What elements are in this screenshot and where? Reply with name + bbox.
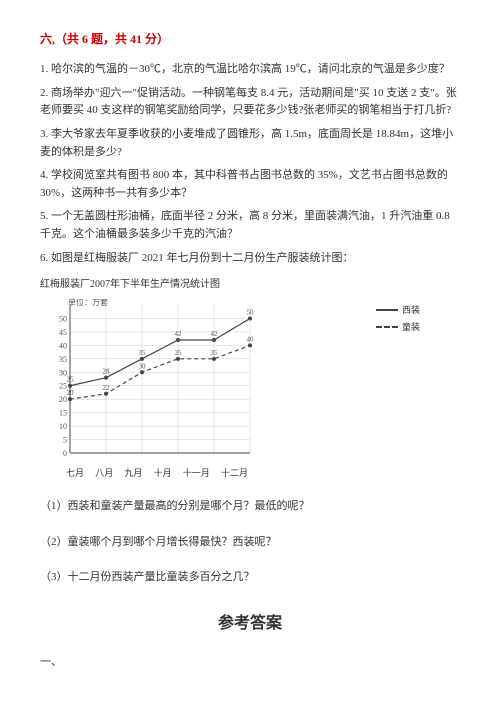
x-tick: 十二月: [221, 466, 248, 480]
svg-text:5: 5: [63, 436, 67, 445]
svg-text:15: 15: [59, 409, 67, 418]
legend-row-suit: 西装: [376, 303, 420, 317]
svg-text:28: 28: [103, 368, 111, 376]
svg-text:30: 30: [139, 362, 147, 370]
legend-line-dashed: [376, 326, 398, 328]
question-6-sub3: （3）十二月份西装产量比童装多百分之几？: [40, 569, 460, 587]
chart-container: 西装 童装 05101520253035404550单位：万套252835424…: [40, 299, 460, 480]
question-6-sub2: （2）童装哪个月到哪个月增长得最快？西装呢？: [40, 534, 460, 552]
x-tick: 七月: [66, 466, 84, 480]
svg-text:35: 35: [59, 355, 67, 364]
question-6-sub1: （1）西装和童装产量最高的分别是哪个月？最低的呢？: [40, 498, 460, 516]
section-title: 六,（共 6 题，共 41 分）: [40, 30, 460, 49]
svg-text:22: 22: [103, 384, 111, 392]
svg-text:0: 0: [63, 449, 67, 458]
svg-text:40: 40: [59, 341, 67, 350]
x-tick: 十月: [154, 466, 172, 480]
svg-text:35: 35: [211, 349, 219, 357]
x-tick: 十一月: [183, 466, 210, 480]
svg-text:45: 45: [59, 328, 67, 337]
x-tick: 八月: [95, 466, 113, 480]
legend-label-suit: 西装: [402, 303, 420, 317]
svg-text:单位：万套: 单位：万套: [68, 299, 108, 307]
legend-label-kids: 童装: [402, 320, 420, 334]
question-6: 6. 如图是红梅服装厂 2021 年七月份到十二月份生产服装统计图：: [40, 250, 460, 268]
svg-text:25: 25: [67, 376, 75, 384]
answers-title: 参考答案: [40, 611, 460, 637]
question-3: 3. 李大爷家去年夏季收获的小麦堆成了圆锥形，高 1.5m，底面周长是 18.8…: [40, 126, 460, 161]
svg-text:35: 35: [139, 349, 147, 357]
question-4: 4. 学校阅览室共有图书 800 本，其中科普书占图书总数的 35%，文艺书占图…: [40, 167, 460, 202]
chart-legend: 西装 童装: [376, 303, 420, 336]
svg-text:42: 42: [175, 330, 183, 338]
question-5: 5. 一个无盖圆柱形油桶，底面半径 2 分米，高 8 分米，里面装满汽油，1 升…: [40, 208, 460, 243]
question-1: 1. 哈尔滨的气温的－30℃，北京的气温比哈尔滨高 19℃，请问北京的气温是多少…: [40, 61, 460, 79]
answer-section-1: 一、: [40, 654, 460, 672]
legend-row-kids: 童装: [376, 320, 420, 334]
question-2: 2. 商场举办"迎六一"促销活动。一种钢笔每支 8.4 元，活动期间是"买 10…: [40, 85, 460, 120]
svg-text:35: 35: [175, 349, 183, 357]
svg-text:50: 50: [59, 315, 67, 324]
chart-title: 红梅服装厂2007年下半年生产情况统计图: [40, 277, 460, 293]
svg-text:50: 50: [247, 309, 255, 317]
legend-line-solid: [376, 309, 398, 311]
svg-text:10: 10: [59, 422, 67, 431]
svg-text:42: 42: [211, 330, 219, 338]
line-chart: 05101520253035404550单位：万套252835424250202…: [40, 299, 260, 459]
svg-text:40: 40: [247, 335, 255, 343]
x-axis-labels: 七月八月九月十月十一月十二月: [40, 466, 248, 480]
x-tick: 九月: [124, 466, 142, 480]
svg-text:20: 20: [67, 389, 75, 397]
